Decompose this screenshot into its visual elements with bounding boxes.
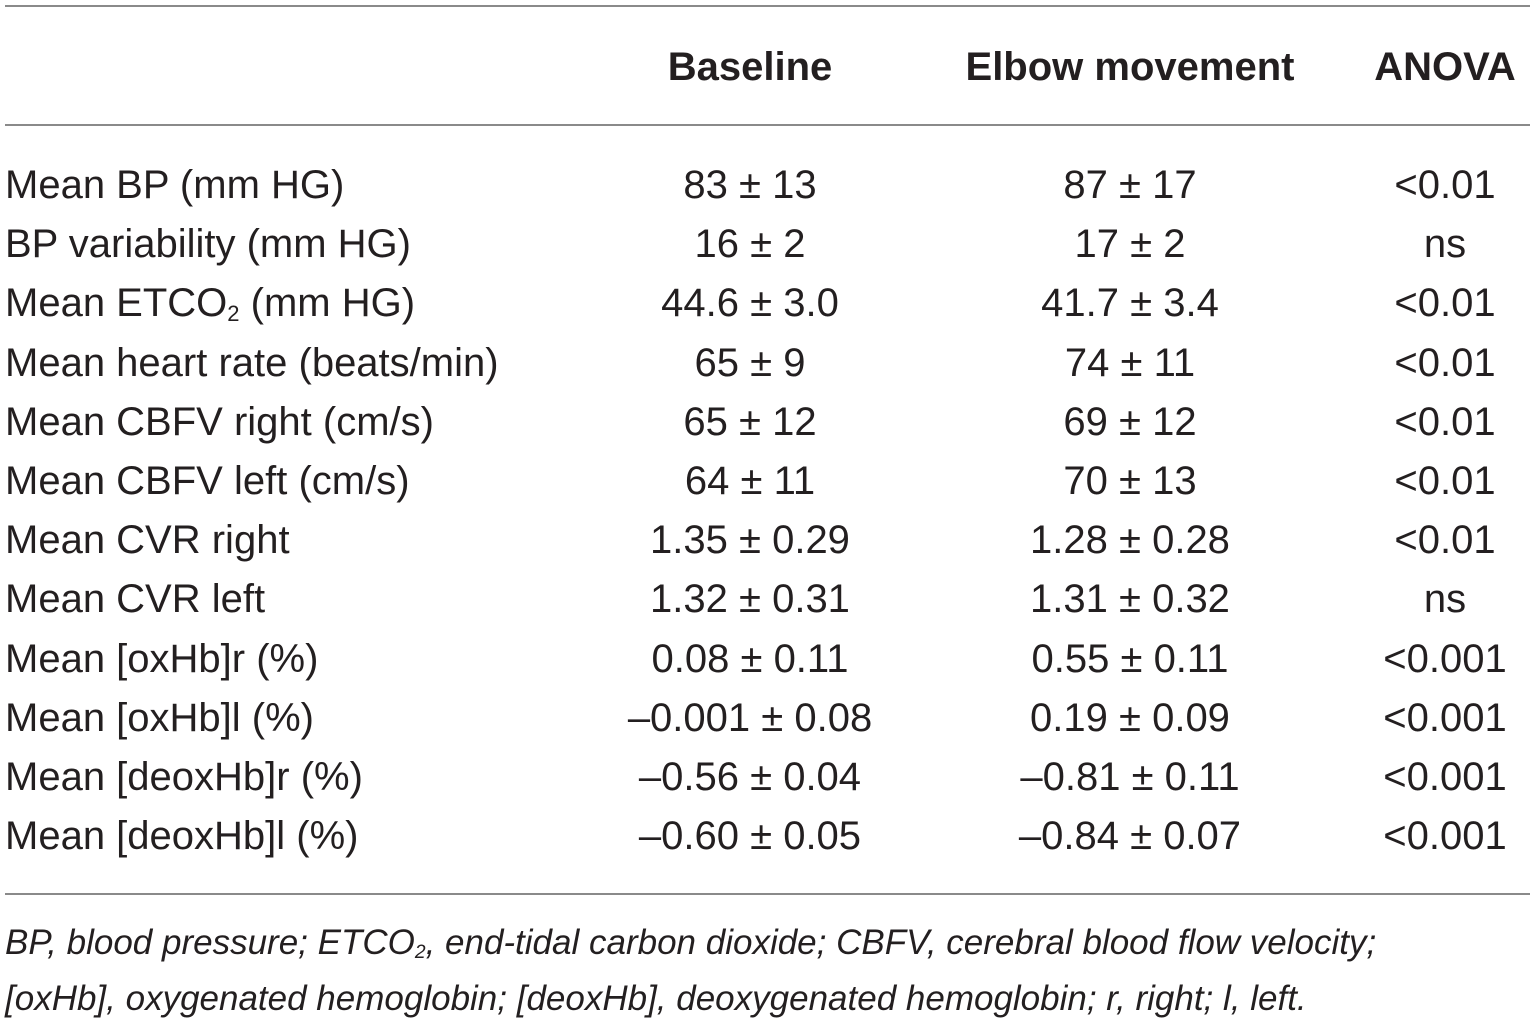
table-row: Mean [deoxHb]l (%) –0.60 ± 0.05 –0.84 ± … bbox=[0, 807, 1535, 866]
baseline-value: 1.32 ± 0.31 bbox=[650, 577, 850, 622]
anova-value: <0.01 bbox=[1394, 340, 1496, 385]
table-row: Mean BP (mm HG) 83 ± 13 87 ± 17 <0.01 bbox=[0, 156, 1535, 215]
table-top-rule bbox=[5, 5, 1530, 7]
row-label-subscript: 2 bbox=[227, 301, 240, 327]
anova-value: <0.01 bbox=[1394, 163, 1496, 207]
anova-value: <0.01 bbox=[1394, 399, 1496, 444]
baseline-value: –0.56 ± 0.04 bbox=[638, 754, 862, 799]
baseline-value: 44.6 ± 3.0 bbox=[661, 281, 839, 326]
baseline-value: 65 ± 12 bbox=[683, 399, 817, 444]
footnote-subscript: 2 bbox=[414, 942, 426, 964]
footnote-text: , end-tidal carbon dioxide; CBFV, cerebr… bbox=[425, 923, 1377, 962]
table-row: Mean CBFV right (cm/s) 65 ± 12 69 ± 12 <… bbox=[0, 393, 1535, 452]
anova-value: <0.001 bbox=[1383, 636, 1507, 681]
baseline-value: 16 ± 2 bbox=[694, 222, 806, 267]
table-row: Mean heart rate (beats/min) 65 ± 9 74 ± … bbox=[0, 334, 1535, 393]
row-label-main: Mean ETCO bbox=[5, 281, 228, 326]
anova-value: <0.001 bbox=[1383, 814, 1507, 859]
table-row: Mean CVR right 1.35 ± 0.29 1.28 ± 0.28 <… bbox=[0, 511, 1535, 570]
row-label: Mean [deoxHb]l (%) bbox=[5, 814, 359, 859]
table-row: Mean [oxHb]l (%) –0.001 ± 0.08 0.19 ± 0.… bbox=[0, 689, 1535, 748]
table-bottom-rule bbox=[5, 893, 1530, 895]
table-row: Mean [deoxHb]r (%) –0.56 ± 0.04 –0.81 ± … bbox=[0, 748, 1535, 807]
baseline-value: –0.001 ± 0.08 bbox=[627, 695, 873, 740]
row-label: Mean CBFV left (cm/s) bbox=[5, 458, 410, 503]
row-label: Mean CBFV right (cm/s) bbox=[5, 399, 434, 444]
elbow-value: –0.84 ± 0.07 bbox=[1018, 814, 1242, 859]
row-label: BP variability (mm HG) bbox=[5, 222, 411, 267]
header-elbow-movement: Elbow movement bbox=[965, 45, 1295, 89]
anova-value: <0.01 bbox=[1394, 281, 1496, 326]
elbow-value: –0.81 ± 0.11 bbox=[1020, 754, 1240, 799]
elbow-value: 0.19 ± 0.09 bbox=[1030, 695, 1230, 740]
table-header-rule bbox=[5, 124, 1530, 126]
row-label: Mean CVR right bbox=[5, 518, 290, 563]
anova-value: <0.01 bbox=[1394, 458, 1496, 503]
footnote-text: BP, blood pressure; ETCO bbox=[5, 923, 415, 962]
header-anova: ANOVA bbox=[1374, 45, 1516, 89]
table-row: BP variability (mm HG) 16 ± 2 17 ± 2 ns bbox=[0, 215, 1535, 274]
table-body: Mean BP (mm HG) 83 ± 13 87 ± 17 <0.01 BP… bbox=[0, 156, 1535, 866]
anova-value: <0.001 bbox=[1383, 754, 1507, 799]
elbow-value: 87 ± 17 bbox=[1063, 163, 1197, 207]
elbow-value: 74 ± 11 bbox=[1064, 340, 1196, 385]
table-row: Mean [oxHb]r (%) 0.08 ± 0.11 0.55 ± 0.11… bbox=[0, 630, 1535, 689]
anova-value: <0.001 bbox=[1383, 695, 1507, 740]
row-label: Mean [oxHb]l (%) bbox=[5, 695, 314, 740]
elbow-value: 17 ± 2 bbox=[1074, 222, 1186, 267]
elbow-value: 70 ± 13 bbox=[1063, 458, 1197, 503]
header-baseline: Baseline bbox=[667, 45, 833, 89]
row-label: Mean [oxHb]r (%) bbox=[5, 636, 319, 681]
row-label: Mean heart rate (beats/min) bbox=[5, 340, 499, 385]
table-row: Mean CBFV left (cm/s) 64 ± 11 70 ± 13 <0… bbox=[0, 452, 1535, 511]
elbow-value: 41.7 ± 3.4 bbox=[1041, 281, 1219, 326]
table-footnote-line-1: BP, blood pressure; ETCO2, end-tidal car… bbox=[5, 915, 1533, 977]
row-label: Mean ETCO2 (mm HG) bbox=[5, 274, 415, 338]
baseline-value: 1.35 ± 0.29 bbox=[650, 518, 850, 563]
row-label: Mean [deoxHb]r (%) bbox=[5, 754, 363, 799]
anova-value: <0.01 bbox=[1394, 518, 1496, 563]
anova-value: ns bbox=[1423, 222, 1467, 267]
row-label: Mean CVR left bbox=[5, 577, 266, 622]
table-row: Mean CVR left 1.32 ± 0.31 1.31 ± 0.32 ns bbox=[0, 570, 1535, 629]
elbow-value: 69 ± 12 bbox=[1063, 399, 1197, 444]
table-row: Mean ETCO2 (mm HG) 44.6 ± 3.0 41.7 ± 3.4… bbox=[0, 274, 1535, 333]
baseline-value: 0.08 ± 0.11 bbox=[651, 636, 849, 681]
baseline-value: 65 ± 9 bbox=[694, 340, 806, 385]
row-label: Mean BP (mm HG) bbox=[5, 163, 345, 207]
baseline-value: –0.60 ± 0.05 bbox=[638, 814, 862, 859]
baseline-value: 83 ± 13 bbox=[683, 163, 817, 207]
elbow-value: 1.28 ± 0.28 bbox=[1030, 518, 1230, 563]
anova-value: ns bbox=[1423, 577, 1467, 622]
elbow-value: 1.31 ± 0.32 bbox=[1030, 577, 1230, 622]
row-label-unit: (mm HG) bbox=[239, 281, 416, 326]
baseline-value: 64 ± 11 bbox=[684, 458, 816, 503]
table-footnote-line-2: [oxHb], oxygenated hemoglobin; [deoxHb],… bbox=[5, 979, 1307, 1018]
elbow-value: 0.55 ± 0.11 bbox=[1031, 636, 1229, 681]
